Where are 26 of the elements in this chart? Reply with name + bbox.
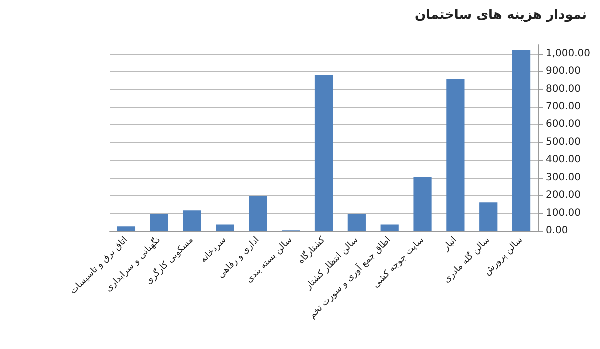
x-tick-label: انبار <box>440 235 460 254</box>
y-tick-label: 900.00 <box>546 66 581 78</box>
y-tick-label: 700.00 <box>546 102 581 112</box>
y-tick-label: 400.00 <box>546 154 581 166</box>
y-tick-label: 100.00 <box>546 208 581 219</box>
bar <box>249 196 268 231</box>
y-tick-label: 600.00 <box>546 119 581 130</box>
y-tick-label: 1,000.00 <box>546 48 591 60</box>
bar <box>314 75 334 231</box>
bar <box>150 214 168 231</box>
x-tick-label: سردخانه <box>198 235 229 266</box>
bar <box>446 80 465 231</box>
y-tick-label: 0.00 <box>546 226 568 236</box>
bar <box>348 214 366 231</box>
y-tick-label: 300.00 <box>546 172 581 184</box>
y-tick-label: 200.00 <box>546 190 581 202</box>
bar <box>480 202 498 231</box>
bar <box>117 226 136 231</box>
bar <box>216 224 234 231</box>
bar <box>183 210 202 231</box>
y-tick-label: 800.00 <box>546 84 581 95</box>
bar <box>512 50 531 231</box>
bar <box>380 224 399 231</box>
chart-title: نمودار هزینه های ساختمان <box>415 8 587 23</box>
y-tick-label: 500.00 <box>546 136 581 148</box>
bar <box>414 176 432 231</box>
